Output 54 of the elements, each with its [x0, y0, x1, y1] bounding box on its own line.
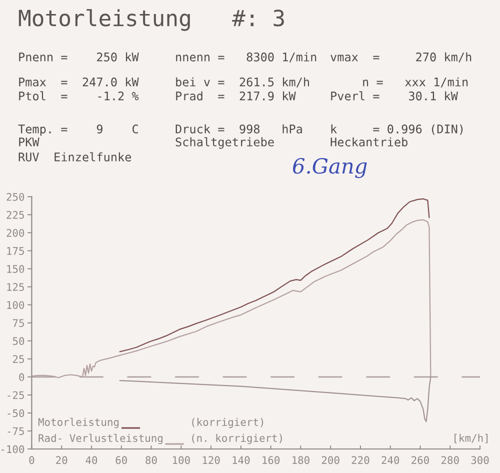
x-tick-label: 260	[412, 456, 429, 464]
y-tick-label: -50	[8, 409, 24, 418]
y-tick-label: 175	[7, 247, 24, 255]
x-tick-label: 140	[232, 456, 250, 464]
x-tick-label: 40	[86, 456, 98, 464]
x-tick-label: 300	[471, 456, 489, 464]
text: Ptol = -1.2 %	[19, 91, 139, 100]
x-tick-label: 0	[29, 456, 34, 464]
x-tick-label: 220	[352, 456, 370, 464]
text: Heckantrieb	[330, 137, 408, 146]
x-tick-label: 120	[202, 456, 220, 464]
text: Schaltgetriebe	[176, 137, 274, 149]
x-axis-title: [km/h]	[454, 434, 488, 444]
text: nnenn = 8300 1/min	[176, 52, 316, 62]
legend-label: Motorleistung	[38, 418, 119, 428]
y-tick-label: 200	[6, 228, 24, 237]
x-tick-label: 80	[146, 456, 157, 464]
text: Pmax = 247.0 kW	[19, 77, 139, 86]
text: Temp. = 9 C	[18, 124, 138, 136]
text: Druck = 998 hPa	[176, 124, 302, 134]
y-tick-label: 50	[12, 337, 24, 346]
y-tick-label: -75	[8, 427, 24, 436]
text: k = 0.996 (DIN)	[331, 124, 463, 135]
annotation: (n. korrigiert)	[192, 434, 282, 444]
annotation: (korrigiert)	[192, 418, 264, 428]
x-tick-label: 280	[441, 456, 459, 464]
text: vmax = 270 km/h	[330, 52, 472, 62]
x-tick-label: 200	[322, 456, 340, 464]
x-tick-label: 180	[292, 456, 310, 464]
y-tick-label: 250	[6, 192, 24, 201]
legend-label: Rad- Verlustleistung	[38, 434, 162, 444]
y-tick-label: 100	[7, 301, 24, 309]
text: Prad = 217.9 kW	[176, 91, 296, 100]
x-tick-label: 20	[56, 456, 68, 464]
x-tick-label: 160	[262, 456, 280, 464]
x-tick-label: 100	[172, 456, 190, 464]
y-tick-label: 0	[19, 373, 24, 382]
text: n = xxx 1/min	[363, 77, 468, 88]
text: 6.Gang	[293, 158, 367, 178]
text: PKW	[19, 138, 40, 146]
x-tick-label: 60	[116, 456, 127, 464]
chart-title: Motorleistung #: 3	[18, 9, 284, 31]
x-tick-label: 240	[382, 456, 400, 464]
text: bei v = 261.5 km/h	[176, 77, 309, 88]
text: Pverl = 30.1 kW	[331, 91, 458, 100]
y-tick-label: -25	[8, 391, 24, 400]
y-tick-label: 150	[7, 265, 24, 273]
y-tick-label: 25	[12, 355, 24, 364]
text: RUV Einzelfunke	[18, 152, 132, 162]
y-tick-label: 125	[7, 283, 24, 291]
y-tick-label: 75	[12, 319, 24, 327]
y-tick-label: -100	[1, 445, 24, 454]
text: Pnenn = 250 kW	[19, 52, 139, 62]
y-tick-label: 225	[6, 210, 24, 219]
